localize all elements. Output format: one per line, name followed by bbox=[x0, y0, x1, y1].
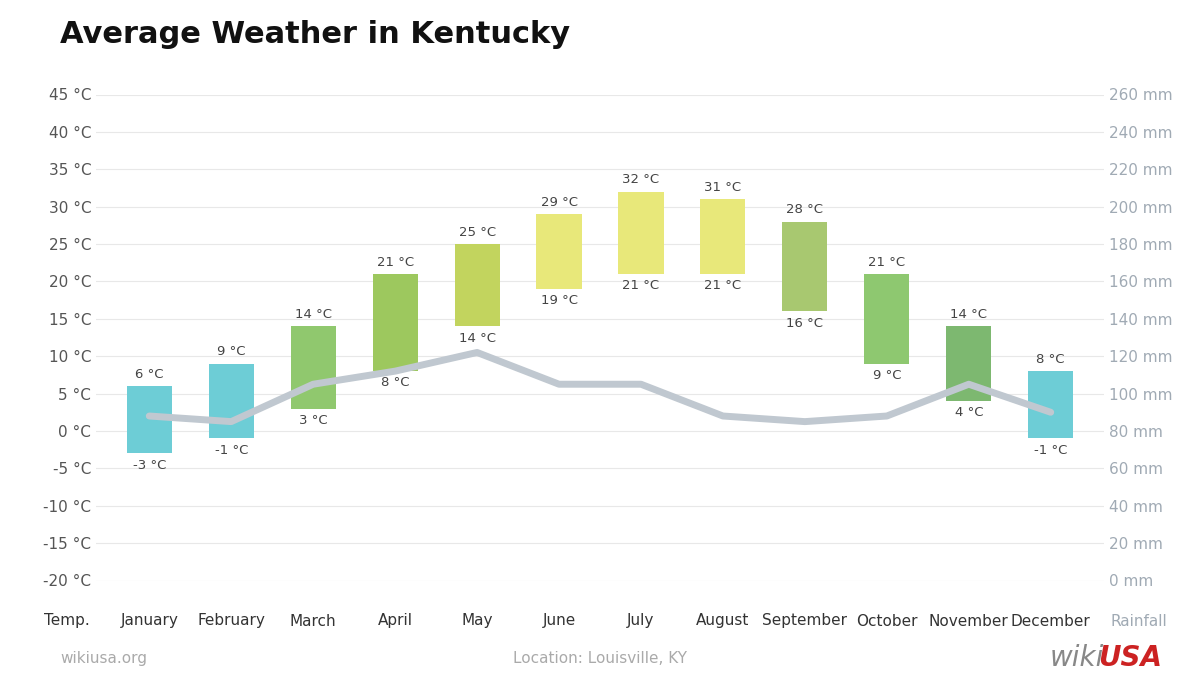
Text: 14 °C: 14 °C bbox=[458, 331, 496, 344]
Text: Temp.: Temp. bbox=[44, 614, 90, 628]
Text: -3 °C: -3 °C bbox=[132, 458, 166, 472]
Text: 9 °C: 9 °C bbox=[217, 346, 246, 358]
Bar bbox=[455, 244, 499, 326]
Text: 21 °C: 21 °C bbox=[869, 256, 905, 269]
Text: 25 °C: 25 °C bbox=[458, 226, 496, 239]
Text: December: December bbox=[1010, 614, 1091, 628]
Text: April: April bbox=[378, 614, 413, 628]
Text: June: June bbox=[542, 614, 576, 628]
Text: 4 °C: 4 °C bbox=[954, 406, 983, 419]
Text: 16 °C: 16 °C bbox=[786, 317, 823, 329]
Text: 8 °C: 8 °C bbox=[380, 377, 409, 389]
Text: 14 °C: 14 °C bbox=[950, 308, 988, 321]
Text: 3 °C: 3 °C bbox=[299, 414, 328, 427]
Bar bbox=[1028, 371, 1073, 439]
Bar bbox=[290, 326, 336, 408]
Text: 21 °C: 21 °C bbox=[704, 279, 742, 292]
Text: wikiusa.org: wikiusa.org bbox=[60, 651, 148, 666]
Text: May: May bbox=[461, 614, 493, 628]
Text: July: July bbox=[628, 614, 655, 628]
Bar bbox=[864, 274, 910, 364]
Text: September: September bbox=[762, 614, 847, 628]
Bar bbox=[618, 192, 664, 274]
Text: January: January bbox=[120, 614, 179, 628]
Text: March: March bbox=[290, 614, 336, 628]
Bar bbox=[372, 274, 418, 371]
Bar bbox=[536, 214, 582, 289]
Text: 31 °C: 31 °C bbox=[704, 181, 742, 194]
Text: -1 °C: -1 °C bbox=[215, 443, 248, 457]
Bar bbox=[701, 199, 745, 274]
Text: 32 °C: 32 °C bbox=[623, 173, 660, 186]
Text: 9 °C: 9 °C bbox=[872, 369, 901, 382]
Text: November: November bbox=[929, 614, 1009, 628]
Text: 21 °C: 21 °C bbox=[377, 256, 414, 269]
Text: Average Weather in Kentucky: Average Weather in Kentucky bbox=[60, 20, 570, 49]
Text: 21 °C: 21 °C bbox=[623, 279, 660, 292]
Text: USA: USA bbox=[1098, 644, 1162, 672]
Bar bbox=[782, 221, 828, 311]
Bar bbox=[127, 386, 172, 454]
Text: -1 °C: -1 °C bbox=[1034, 443, 1068, 457]
Text: 28 °C: 28 °C bbox=[786, 203, 823, 217]
Bar bbox=[209, 364, 253, 439]
Text: 29 °C: 29 °C bbox=[540, 196, 577, 209]
Text: February: February bbox=[197, 614, 265, 628]
Text: August: August bbox=[696, 614, 750, 628]
Text: wiki: wiki bbox=[1050, 644, 1104, 672]
Text: Location: Louisville, KY: Location: Louisville, KY bbox=[514, 651, 686, 666]
Text: 14 °C: 14 °C bbox=[295, 308, 331, 321]
Text: October: October bbox=[856, 614, 918, 628]
Text: 19 °C: 19 °C bbox=[540, 294, 577, 307]
Text: Rainfall: Rainfall bbox=[1110, 614, 1166, 628]
Text: 6 °C: 6 °C bbox=[136, 368, 163, 381]
Bar bbox=[947, 326, 991, 401]
Text: 8 °C: 8 °C bbox=[1037, 353, 1064, 366]
